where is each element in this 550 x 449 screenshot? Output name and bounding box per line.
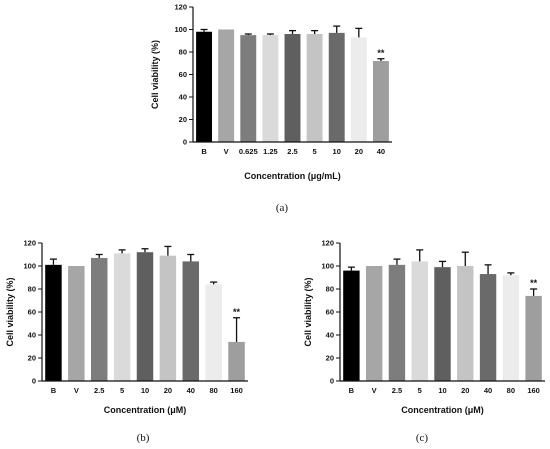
x-axis-label: Concentration (μM) xyxy=(104,405,187,415)
y-tick-label: 40 xyxy=(326,331,334,340)
y-tick-label: 120 xyxy=(174,3,187,12)
x-tick-label: 40 xyxy=(377,147,385,156)
y-tick-label: 0 xyxy=(330,377,334,386)
bar xyxy=(306,34,323,142)
x-tick-label: 20 xyxy=(355,147,363,156)
y-tick-label: 100 xyxy=(174,25,187,34)
panel-label: (a) xyxy=(276,202,289,214)
x-tick-label: 10 xyxy=(141,386,149,395)
y-axis-label: Cell viability (%) xyxy=(150,40,160,109)
y-tick-label: 20 xyxy=(28,354,36,363)
x-tick-label: 2.5 xyxy=(94,386,104,395)
y-tick-label: 0 xyxy=(183,138,187,147)
y-tick-label: 60 xyxy=(179,70,187,79)
bar xyxy=(182,261,200,381)
x-tick-label: 160 xyxy=(230,386,243,395)
x-tick-label: 5 xyxy=(418,386,422,395)
y-tick-label: 120 xyxy=(23,239,36,248)
bar xyxy=(45,264,62,381)
y-tick-label: 120 xyxy=(321,239,334,248)
x-tick-label: V xyxy=(372,386,377,395)
y-tick-label: 20 xyxy=(179,115,187,124)
panel-label: (b) xyxy=(137,432,150,444)
bar xyxy=(136,252,154,381)
bar xyxy=(388,264,406,381)
bar xyxy=(240,35,257,142)
x-tick-label: V xyxy=(224,147,229,156)
bar xyxy=(525,295,542,381)
x-tick-label: B xyxy=(201,147,207,156)
y-tick-label: 80 xyxy=(28,285,36,294)
bar xyxy=(457,266,474,381)
x-tick-label: 5 xyxy=(313,147,317,156)
bar xyxy=(218,29,235,142)
significance-marker: ** xyxy=(530,278,538,288)
y-tick-label: 60 xyxy=(28,308,36,317)
x-tick-label: 20 xyxy=(164,386,172,395)
bar xyxy=(479,274,497,381)
bar xyxy=(411,261,428,381)
x-tick-label: 2.5 xyxy=(392,386,402,395)
y-tick-label: 0 xyxy=(32,377,36,386)
x-tick-label: 160 xyxy=(527,386,540,395)
x-tick-label: B xyxy=(51,386,57,395)
x-tick-label: 10 xyxy=(333,147,341,156)
x-axis-label: Concentration (μg/mL) xyxy=(244,171,341,181)
bar xyxy=(228,341,245,381)
bar xyxy=(262,35,279,142)
x-tick-label: 2.5 xyxy=(287,147,297,156)
x-tick-label: 1.25 xyxy=(263,147,278,156)
chart-panel-a: 0 20 40 60 80 100 120 B V 0.625 1.25 2.5 5 10 20 40 ** Co… xyxy=(150,3,392,214)
panel-label: (c) xyxy=(416,432,429,444)
significance-marker: ** xyxy=(377,48,385,58)
bar xyxy=(90,257,108,381)
bar xyxy=(159,255,177,381)
chart-panel-c: 0 20 40 60 80 100 120 B V 2.5 5 10 20 40 80 160 ** Concen… xyxy=(303,239,545,444)
y-axis-label: Cell viability (%) xyxy=(5,277,15,346)
bar xyxy=(196,31,213,142)
bar xyxy=(434,267,451,381)
bar xyxy=(68,266,85,381)
bar xyxy=(502,275,520,381)
bar xyxy=(284,34,301,142)
x-tick-label: 40 xyxy=(187,386,195,395)
y-tick-label: 80 xyxy=(179,48,187,57)
bar xyxy=(113,253,131,381)
x-tick-label: 10 xyxy=(438,386,446,395)
x-tick-label: 80 xyxy=(507,386,515,395)
bar xyxy=(343,270,360,381)
x-tick-label: 0.625 xyxy=(239,147,258,156)
bar xyxy=(350,37,367,142)
x-tick-label: B xyxy=(349,386,355,395)
y-tick-label: 40 xyxy=(179,93,187,102)
y-tick-label: 80 xyxy=(326,285,334,294)
x-tick-label: 5 xyxy=(120,386,124,395)
bar xyxy=(365,266,383,381)
y-tick-label: 40 xyxy=(28,331,36,340)
y-tick-label: 60 xyxy=(326,308,334,317)
x-tick-label: 80 xyxy=(209,386,217,395)
x-tick-label: V xyxy=(74,386,79,395)
y-tick-label: 20 xyxy=(326,354,334,363)
x-tick-label: 40 xyxy=(484,386,492,395)
bar xyxy=(372,61,389,142)
y-tick-label: 100 xyxy=(321,262,334,271)
y-axis-label: Cell viability (%) xyxy=(303,277,313,346)
y-tick-label: 100 xyxy=(23,262,36,271)
chart-panel-b: 0 20 40 60 80 100 120 B V 2.5 5 10 20 40 80 160 ** Concen… xyxy=(5,239,248,444)
bar xyxy=(328,32,345,142)
bar xyxy=(205,284,222,381)
x-tick-label: 20 xyxy=(461,386,469,395)
significance-marker: ** xyxy=(233,307,241,317)
x-axis-label: Concentration (μM) xyxy=(401,405,484,415)
